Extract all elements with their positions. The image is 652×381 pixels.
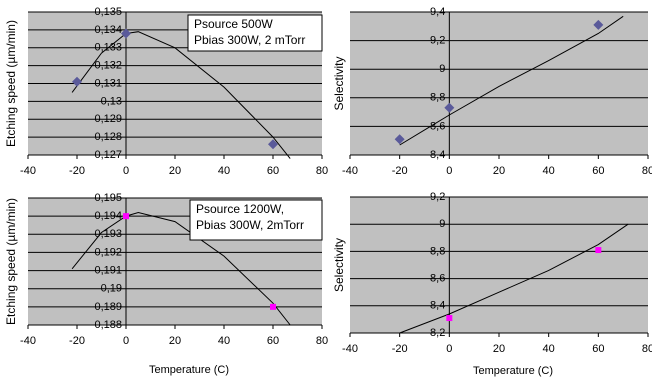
y-tick-label: 0,134 (94, 24, 122, 36)
x-tick-label: 80 (642, 165, 652, 177)
point (268, 139, 278, 150)
y-tick-label: 8,6 (430, 273, 445, 285)
point (595, 247, 602, 254)
x-tick-label: -40 (342, 343, 358, 355)
x-tick-label: 0 (123, 335, 129, 347)
y-tick-label: 8,4 (430, 300, 445, 312)
x-axis-title: Temperature (C) (473, 365, 553, 377)
point (444, 102, 455, 113)
annotation: Psource 500W (194, 17, 273, 31)
annotation: Pbias 300W, 2mTorr (196, 218, 304, 232)
y-tick-label: 8,6 (430, 120, 445, 132)
y-axis-title: Selectivity (332, 238, 346, 292)
y-tick-label: 8,8 (430, 92, 445, 104)
y-axis-title: Etching speed (µm/min) (4, 20, 18, 147)
y-tick-label: 0,189 (94, 301, 122, 313)
x-tick-label: 40 (543, 343, 555, 355)
x-tick-label: 60 (592, 165, 604, 177)
x-tick-label: -40 (20, 335, 36, 347)
y-tick-label: 0,194 (94, 210, 122, 222)
y-tick-label: 9,4 (430, 6, 445, 18)
trendline (399, 15, 624, 146)
y-tick-label: 0,19 (101, 283, 122, 295)
plot-area (350, 197, 648, 333)
annotation-box (189, 199, 323, 241)
trendline (71, 211, 291, 326)
x-tick-label: 20 (493, 343, 505, 355)
y-tick-label: 0,191 (94, 264, 122, 276)
y-tick-label: 9 (439, 63, 445, 75)
x-tick-label: -20 (392, 343, 408, 355)
plot-area (350, 12, 648, 155)
x-tick-label: 60 (267, 335, 279, 347)
x-tick-label: 20 (169, 335, 181, 347)
annotation: Pbias 300W, 2 mTorr (194, 33, 305, 47)
point (72, 76, 82, 87)
y-axis-title: Selectivity (332, 56, 346, 110)
point (270, 303, 276, 310)
x-tick-label: 20 (493, 165, 505, 177)
y-tick-label: 9 (439, 218, 445, 230)
y-tick-label: 0,13 (101, 95, 122, 107)
y-tick-label: 0,132 (94, 60, 122, 72)
point (446, 315, 453, 322)
x-tick-label: 40 (218, 335, 230, 347)
x-tick-label: 60 (592, 343, 604, 355)
trendline (399, 223, 629, 334)
y-tick-label: 9,2 (430, 191, 445, 203)
x-tick-label: 0 (123, 165, 129, 177)
point (121, 28, 131, 39)
annotation-box (187, 14, 323, 52)
x-tick-label: 40 (218, 165, 230, 177)
x-tick-label: -20 (69, 165, 85, 177)
x-tick-label: 40 (543, 165, 555, 177)
y-tick-label: 0,193 (94, 228, 122, 240)
y-tick-label: 0,195 (94, 192, 122, 204)
point (123, 213, 129, 220)
x-tick-label: 20 (169, 165, 181, 177)
x-tick-label: 0 (446, 165, 452, 177)
point (394, 134, 405, 145)
x-tick-label: 0 (446, 343, 452, 355)
x-tick-label: -40 (342, 165, 358, 177)
y-tick-label: 0,128 (94, 131, 122, 143)
y-tick-label: 0,131 (94, 77, 122, 89)
x-tick-label: 80 (316, 335, 328, 347)
y-tick-label: 8,8 (430, 245, 445, 257)
x-tick-label: 80 (316, 165, 328, 177)
y-tick-label: 0,135 (94, 6, 122, 18)
y-tick-label: 0,192 (94, 246, 122, 258)
x-tick-label: -40 (20, 165, 36, 177)
annotation: Psource 1200W, (196, 202, 284, 216)
y-tick-label: 9,2 (430, 35, 445, 47)
x-tick-label: -20 (69, 335, 85, 347)
point (593, 19, 604, 30)
x-axis-title: Temperature (C) (149, 364, 229, 376)
y-tick-label: 0,129 (94, 113, 122, 125)
y-axis-title: Etching speed (µm/min) (4, 198, 18, 325)
x-tick-label: 60 (267, 165, 279, 177)
trendline (71, 31, 291, 159)
x-tick-label: 80 (642, 343, 652, 355)
x-tick-label: -20 (392, 165, 408, 177)
